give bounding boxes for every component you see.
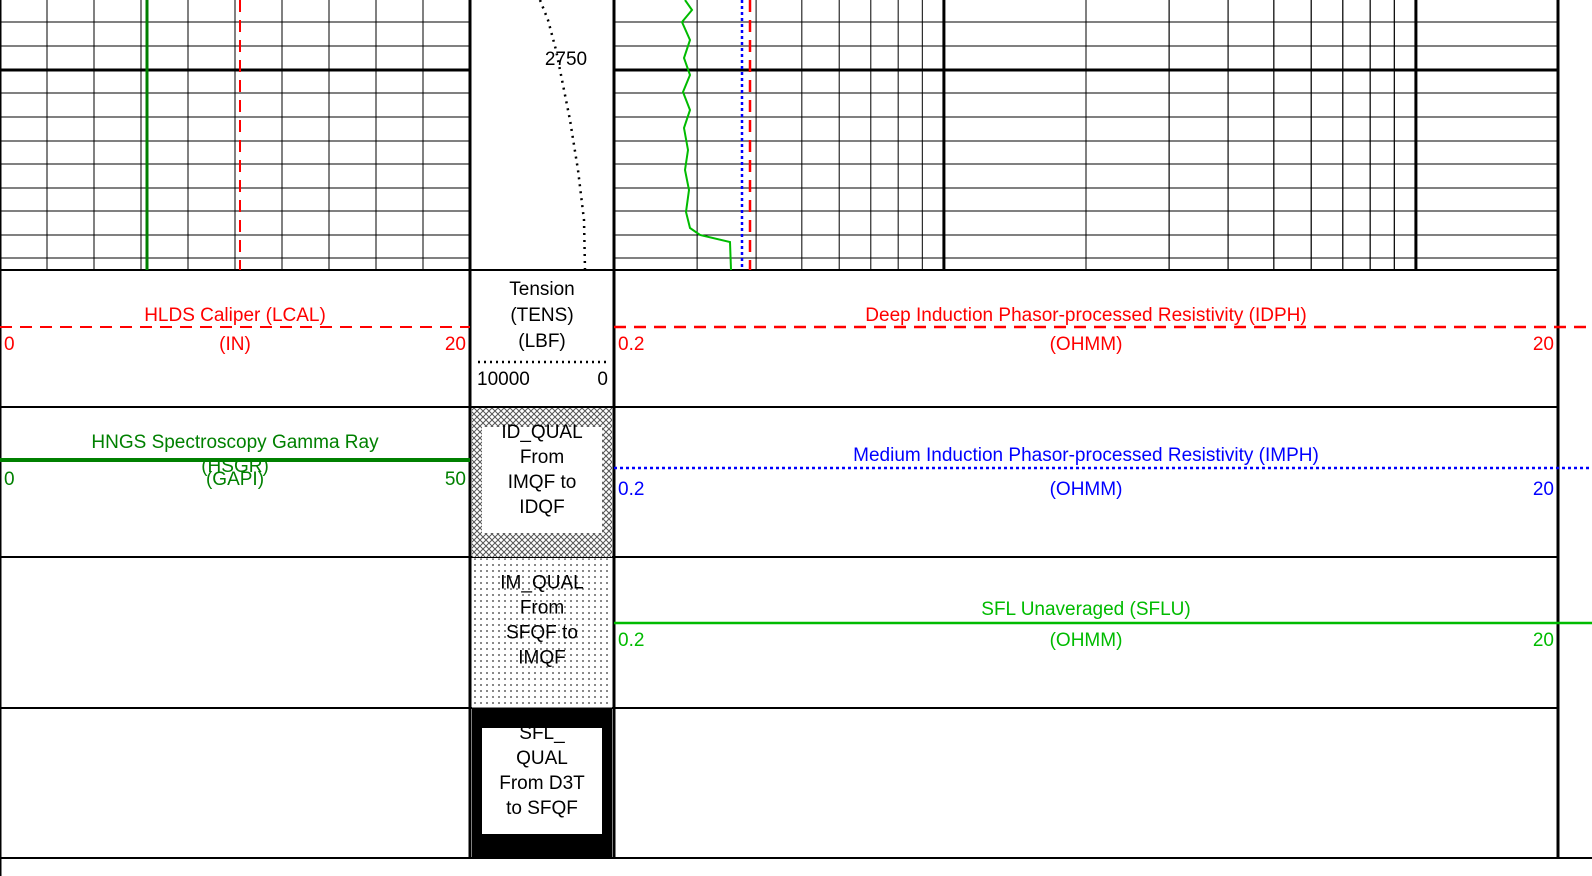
flag-label: QUAL — [516, 748, 568, 769]
curve-unit: (OHMM) — [1050, 334, 1123, 355]
curve-title: (TENS) — [510, 305, 573, 326]
curve-title: Tension — [509, 279, 575, 300]
flag-label-box — [482, 427, 602, 533]
curve-unit: (IN) — [219, 334, 251, 355]
scale-min: 0.2 — [618, 479, 644, 500]
scale-max: 20 — [1533, 334, 1554, 355]
scale-max: 50 — [445, 469, 466, 490]
curve-title: HLDS Caliper (LCAL) — [144, 305, 326, 326]
flag-label: SFL_ — [519, 723, 565, 744]
flag-label: to SFQF — [506, 798, 578, 819]
curve-title: SFL Unaveraged (SFLU) — [981, 599, 1190, 620]
flag-label: SFQF to — [506, 623, 578, 644]
scale-min: 0 — [4, 334, 15, 355]
flag-label: ID_QUAL — [501, 422, 582, 443]
flag-label: IDQF — [519, 497, 564, 518]
curve-title: HNGS Spectroscopy Gamma Ray — [91, 432, 379, 453]
flag-label: From D3T — [499, 773, 585, 794]
scale-max: 20 — [1533, 630, 1554, 651]
curve-title: Deep Induction Phasor-processed Resistiv… — [865, 305, 1306, 326]
scale-max: 0 — [597, 369, 608, 390]
curve-unit: (GAPI) — [206, 469, 264, 490]
scale-min: 0.2 — [618, 334, 644, 355]
curve-unit: (OHMM) — [1050, 479, 1123, 500]
sflu-curve — [680, 0, 732, 271]
scale-min: 10000 — [477, 369, 530, 390]
scale-min: 0.2 — [618, 630, 644, 651]
curve-unit: (OHMM) — [1050, 630, 1123, 651]
scale-max: 20 — [445, 334, 466, 355]
flag-label: From — [520, 598, 564, 619]
flag-label: IM_QUAL — [500, 573, 583, 594]
flag-label: IMQF — [518, 648, 566, 669]
flag-label: From — [520, 447, 564, 468]
scale-min: 0 — [4, 469, 15, 490]
flag-pattern — [472, 558, 612, 708]
scale-max: 20 — [1533, 479, 1554, 500]
curve-title: Medium Induction Phasor-processed Resist… — [853, 445, 1319, 466]
tension-curve — [538, 0, 587, 271]
depth-label: 2750 — [545, 49, 587, 70]
curve-title: (LBF) — [518, 331, 566, 352]
flag-label: IMQF to — [508, 472, 577, 493]
flag-label-box — [482, 728, 602, 834]
